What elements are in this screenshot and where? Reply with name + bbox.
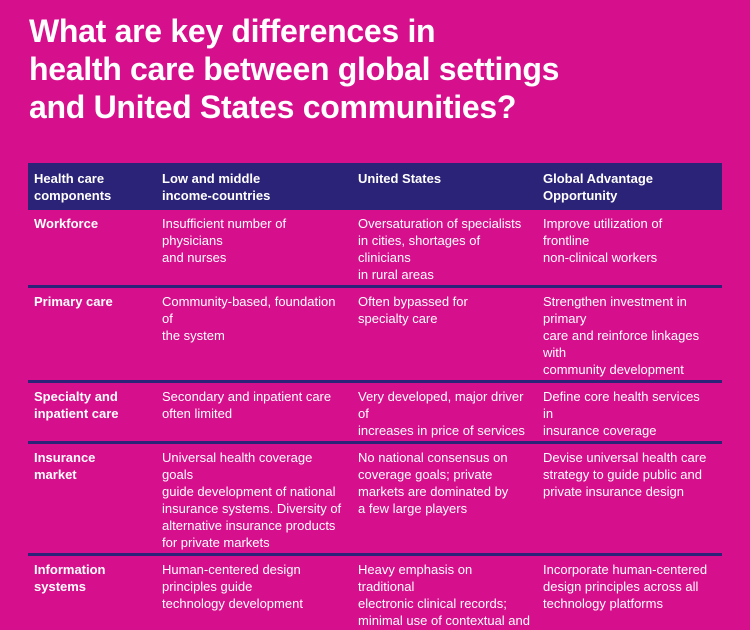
page-title: What are key differences in health care … <box>29 13 560 125</box>
cell-global-advantage: Strengthen investment in primary care an… <box>543 294 700 377</box>
table-row-workforce: Workforce Insufficient number of physici… <box>28 210 722 285</box>
table-row-insurance-market: Insurance market Universal health covera… <box>28 441 722 553</box>
row-component-label: Specialty and inpatient care <box>34 389 119 421</box>
row-component-label: Insurance market <box>34 450 96 482</box>
table-row-information-systems: Information systems Human-centered desig… <box>28 553 722 630</box>
cell-low-middle-income: Community-based, foundation of the syste… <box>162 294 336 343</box>
cell-global-advantage: Incorporate human-centered design princi… <box>543 562 708 611</box>
cell-united-states: Oversaturation of specialists in cities,… <box>358 216 522 282</box>
header-cell-low-middle-income: Low and middle income-countries <box>162 171 271 203</box>
cell-united-states: Often bypassed for specialty care <box>358 294 468 326</box>
header-cell-global-advantage: Global Advantage Opportunity <box>543 171 654 203</box>
header-cell-united-states: United States <box>358 171 442 186</box>
cell-global-advantage: Define core health services in insurance… <box>543 389 700 438</box>
cell-global-advantage: Improve utilization of frontline non-cli… <box>543 216 663 265</box>
table-row-primary-care: Primary care Community-based, foundation… <box>28 285 722 380</box>
cell-united-states: No national consensus on coverage goals;… <box>358 450 509 516</box>
cell-united-states: Very developed, major driver of increase… <box>358 389 525 438</box>
comparison-table: Health care components Low and middle in… <box>28 163 722 630</box>
row-component-label: Workforce <box>34 216 99 231</box>
cell-low-middle-income: Human-centered design principles guide t… <box>162 562 303 611</box>
row-component-label: Information systems <box>34 562 106 594</box>
cell-low-middle-income: Insufficient number of physicians and nu… <box>162 216 287 265</box>
cell-global-advantage: Devise universal health care strategy to… <box>543 450 707 499</box>
header-cell-components: Health care components <box>34 171 112 203</box>
cell-united-states: Heavy emphasis on traditional electronic… <box>358 562 530 628</box>
cell-low-middle-income: Universal health coverage goals guide de… <box>162 450 342 550</box>
cell-low-middle-income: Secondary and inpatient care often limit… <box>162 389 332 421</box>
table-header-row: Health care components Low and middle in… <box>28 163 722 210</box>
table-row-specialty-inpatient-care: Specialty and inpatient care Secondary a… <box>28 380 722 441</box>
row-component-label: Primary care <box>34 294 113 309</box>
